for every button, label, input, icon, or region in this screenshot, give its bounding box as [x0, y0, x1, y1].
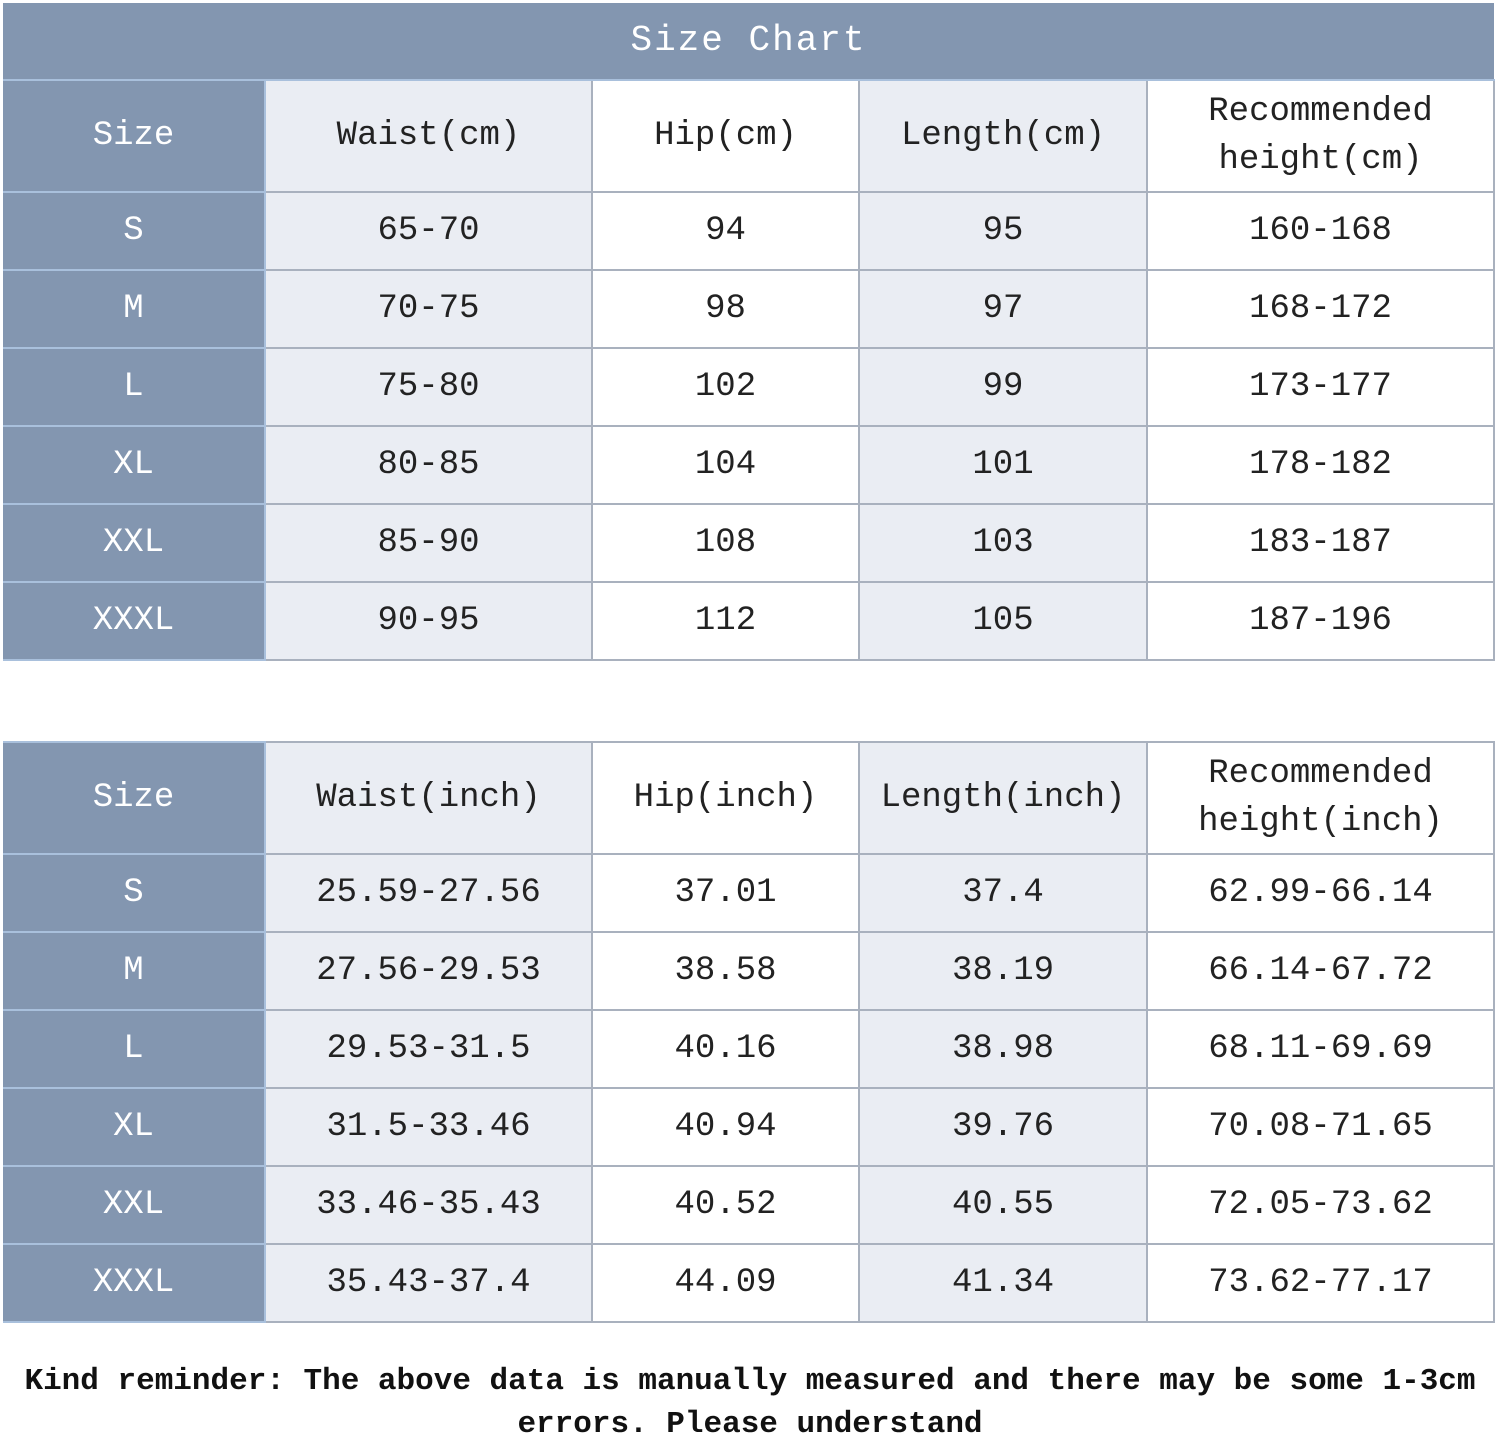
table-cell: 33.46-35.43 [264, 1165, 593, 1245]
table-cell: 101 [858, 425, 1148, 505]
table-cell: 178-182 [1146, 425, 1495, 505]
table-row: XXL 33.46-35.43 40.52 40.55 72.05-73.62 [3, 1165, 1495, 1245]
header-row: Size Waist(inch) Hip(inch) Length(inch) Reco… [3, 741, 1495, 855]
table-cell: 31.5-33.46 [264, 1087, 593, 1167]
table-row: L 75-80 102 99 173-177 [3, 347, 1495, 427]
table-row: M 27.56-29.53 38.58 38.19 66.14-67.72 [3, 931, 1495, 1011]
table-cell: 105 [858, 581, 1148, 661]
table-cell: 98 [591, 269, 860, 349]
table-row: XXXL 90-95 112 105 187-196 [3, 581, 1495, 661]
size-label: S [3, 191, 266, 271]
column-header: Recommended height(inch) [1146, 741, 1495, 855]
table-cell: 44.09 [591, 1243, 860, 1323]
table-cell: 37.4 [858, 853, 1148, 933]
table-cell: 40.52 [591, 1165, 860, 1245]
table-cell: 70.08-71.65 [1146, 1087, 1495, 1167]
table-cell: 62.99-66.14 [1146, 853, 1495, 933]
header-row: Size Waist(cm) Hip(cm) Length(cm) Recommende… [3, 79, 1495, 193]
column-header: Size [3, 79, 266, 193]
table-row: M 70-75 98 97 168-172 [3, 269, 1495, 349]
table-cell: 90-95 [264, 581, 593, 661]
size-label: XXXL [3, 581, 266, 661]
table-cell: 72.05-73.62 [1146, 1165, 1495, 1245]
table-cell: 27.56-29.53 [264, 931, 593, 1011]
size-label: L [3, 347, 266, 427]
size-label: XL [3, 1087, 266, 1167]
table-cell: 103 [858, 503, 1148, 583]
table-cell: 25.59-27.56 [264, 853, 593, 933]
column-header: Recommended height(cm) [1146, 79, 1495, 193]
size-label: XXXL [3, 1243, 266, 1323]
size-chart-title: Size Chart [3, 3, 1494, 81]
table-cell: 75-80 [264, 347, 593, 427]
table-cell: 39.76 [858, 1087, 1148, 1167]
column-header: Length(cm) [858, 79, 1148, 193]
table-cell: 73.62-77.17 [1146, 1243, 1495, 1323]
size-label: L [3, 1009, 266, 1089]
size-chart-inch-table: Size Waist(inch) Hip(inch) Length(inch) Reco… [3, 741, 1495, 1323]
table-cell: 97 [858, 269, 1148, 349]
table-cell: 108 [591, 503, 860, 583]
table-row: XXXL 35.43-37.4 44.09 41.34 73.62-77.17 [3, 1243, 1495, 1323]
table-cell: 29.53-31.5 [264, 1009, 593, 1089]
size-chart-cm-table: Size Chart Size Waist(cm) Hip(cm) Length(cm… [3, 3, 1495, 661]
table-cell: 66.14-67.72 [1146, 931, 1495, 1011]
table-cell: 95 [858, 191, 1148, 271]
size-label: XXL [3, 1165, 266, 1245]
column-header: Hip(cm) [591, 79, 860, 193]
table-cell: 168-172 [1146, 269, 1495, 349]
table-cell: 38.19 [858, 931, 1148, 1011]
table-cell: 160-168 [1146, 191, 1495, 271]
column-header: Waist(inch) [264, 741, 593, 855]
table-row: XL 31.5-33.46 40.94 39.76 70.08-71.65 [3, 1087, 1495, 1167]
table-cell: 40.16 [591, 1009, 860, 1089]
size-label: M [3, 269, 266, 349]
table-cell: 35.43-37.4 [264, 1243, 593, 1323]
table-cell: 40.94 [591, 1087, 860, 1167]
table-cell: 38.98 [858, 1009, 1148, 1089]
size-label: S [3, 853, 266, 933]
table-cell: 38.58 [591, 931, 860, 1011]
table-row: XXL 85-90 108 103 183-187 [3, 503, 1495, 583]
table-cell: 41.34 [858, 1243, 1148, 1323]
kind-reminder-note: Kind reminder: The above data is manuall… [24, 1364, 1476, 1442]
column-header: Waist(cm) [264, 79, 593, 193]
table-cell: 173-177 [1146, 347, 1495, 427]
table-cell: 37.01 [591, 853, 860, 933]
table-cell: 85-90 [264, 503, 593, 583]
size-label: XXL [3, 503, 266, 583]
table-row: S 25.59-27.56 37.01 37.4 62.99-66.14 [3, 853, 1495, 933]
column-header: Length(inch) [858, 741, 1148, 855]
column-header: Size [3, 741, 266, 855]
table-row: S 65-70 94 95 160-168 [3, 191, 1495, 271]
column-header: Hip(inch) [591, 741, 860, 855]
table-cell: 94 [591, 191, 860, 271]
table-cell: 70-75 [264, 269, 593, 349]
table-row: L 29.53-31.5 40.16 38.98 68.11-69.69 [3, 1009, 1495, 1089]
size-label: M [3, 931, 266, 1011]
table-cell: 68.11-69.69 [1146, 1009, 1495, 1089]
table-cell: 187-196 [1146, 581, 1495, 661]
table-cell: 65-70 [264, 191, 593, 271]
table-cell: 99 [858, 347, 1148, 427]
table-cell: 183-187 [1146, 503, 1495, 583]
table-cell: 80-85 [264, 425, 593, 505]
table-cell: 102 [591, 347, 860, 427]
size-label: XL [3, 425, 266, 505]
table-cell: 112 [591, 581, 860, 661]
table-cell: 104 [591, 425, 860, 505]
table-cell: 40.55 [858, 1165, 1148, 1245]
table-row: XL 80-85 104 101 178-182 [3, 425, 1495, 505]
